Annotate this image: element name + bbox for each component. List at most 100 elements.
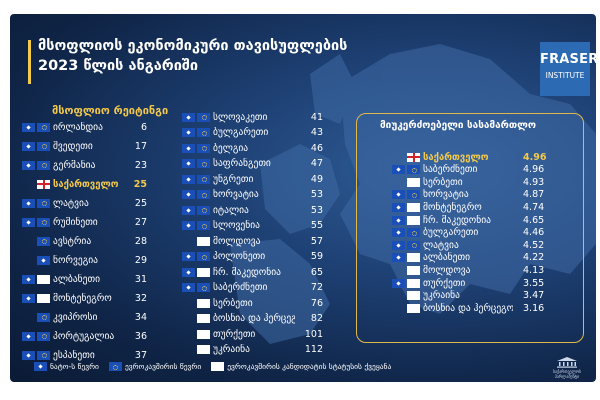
nato-flag-icon bbox=[22, 293, 35, 303]
flag-group bbox=[170, 143, 210, 153]
column1-row: შვედეთი 17 bbox=[10, 139, 147, 153]
country-name: ხორვატია bbox=[423, 189, 469, 201]
flag-group bbox=[10, 293, 50, 303]
eu-flag-icon bbox=[108, 362, 122, 371]
eu-flag-icon bbox=[407, 240, 420, 250]
nato-flag-icon bbox=[392, 165, 405, 175]
country-value: 41 bbox=[310, 111, 323, 123]
country-value: 28 bbox=[134, 235, 147, 247]
country-name: მოლდოვა bbox=[213, 235, 261, 247]
column1-row: ავსტრია 28 bbox=[10, 234, 147, 248]
flag-group bbox=[10, 255, 50, 265]
flag-group bbox=[376, 303, 420, 313]
country-name: ბოსნია და ჰერცეგოვინა bbox=[423, 302, 513, 314]
country-name: პოლონეთი bbox=[213, 251, 266, 262]
column2-row: ბოსნია და ჰერცეგოვინა 82 bbox=[170, 312, 323, 326]
country-value: 47 bbox=[310, 158, 323, 169]
flag-group bbox=[376, 278, 420, 288]
column2-row: თურქეთი 101 bbox=[170, 327, 323, 341]
column2-row: ხორვატია 53 bbox=[170, 188, 323, 202]
country-value: 4.93 bbox=[523, 176, 545, 188]
nato-flag-icon bbox=[182, 143, 195, 153]
nato-flag-icon bbox=[182, 174, 195, 184]
country-name: პორტუგალია bbox=[53, 330, 115, 342]
column1-row: საქართველო 25 bbox=[10, 177, 147, 191]
judicial-panel-frame bbox=[356, 113, 584, 343]
parliament-caption: საქართველოს პარლამენტი bbox=[552, 369, 582, 379]
flag-group bbox=[10, 331, 50, 341]
country-value: 76 bbox=[310, 297, 323, 309]
eu-flag-icon bbox=[37, 198, 50, 208]
nato-flag-icon bbox=[22, 217, 35, 227]
country-value: 25 bbox=[133, 178, 147, 190]
country-value: 4.22 bbox=[523, 252, 545, 264]
flag-group bbox=[10, 312, 50, 322]
country-value: 4.65 bbox=[523, 214, 545, 226]
country-value: 4.46 bbox=[523, 227, 545, 239]
candidate-flag-icon bbox=[197, 267, 210, 277]
flag-group bbox=[170, 345, 210, 354]
country-name: სლოვაკეთი bbox=[213, 111, 268, 123]
country-value: 37 bbox=[134, 349, 147, 361]
nato-flag-icon bbox=[182, 190, 195, 199]
flag-group bbox=[376, 265, 420, 275]
flag-group bbox=[170, 128, 210, 137]
judicial-row: საქართველო 4.96 bbox=[376, 150, 565, 164]
flag-group bbox=[376, 202, 420, 212]
judicial-row: სერბეთი 4.93 bbox=[376, 175, 565, 189]
country-name: ალბანეთი bbox=[423, 252, 470, 264]
judicial-row: ბულგარეთი 4.46 bbox=[376, 226, 565, 240]
country-value: 6 bbox=[140, 121, 147, 133]
country-value: 65 bbox=[310, 266, 323, 278]
nato-flag-icon bbox=[182, 252, 195, 261]
eu-flag-icon bbox=[197, 174, 210, 184]
candidate-flag-icon bbox=[407, 202, 420, 212]
column1-row: ირლანდია 6 bbox=[10, 120, 147, 134]
column1-row: რუმინეთი 27 bbox=[10, 215, 147, 229]
eu-flag-icon bbox=[197, 128, 210, 137]
nato-flag-icon bbox=[392, 253, 405, 263]
flag-group bbox=[170, 236, 210, 246]
nato-flag-icon bbox=[22, 198, 35, 208]
logo-subtitle: INSTITUTE bbox=[545, 71, 585, 80]
flag-group bbox=[170, 298, 210, 308]
column1-row: გერმანია 23 bbox=[10, 158, 147, 172]
country-name: გერმანია bbox=[53, 159, 96, 171]
judicial-row: მოლდოვა 4.13 bbox=[376, 263, 565, 277]
flag-group bbox=[376, 177, 420, 187]
column2-row: ჩრ. მაკედონია 65 bbox=[170, 265, 323, 279]
nato-flag-icon bbox=[182, 159, 195, 168]
country-name: საბერძნეთი bbox=[213, 282, 268, 293]
flag-group bbox=[376, 190, 420, 200]
eu-flag-icon bbox=[197, 190, 210, 199]
eu-flag-icon bbox=[197, 159, 210, 168]
nato-flag-icon bbox=[22, 141, 35, 151]
flag-group bbox=[170, 252, 210, 261]
parliament-logo: საქართველოს პარლამენტი bbox=[550, 356, 584, 379]
flag-group bbox=[10, 160, 50, 170]
country-name: მონტენეგრო bbox=[53, 292, 112, 304]
country-value: 43 bbox=[310, 127, 323, 138]
country-name: თურქეთი bbox=[213, 328, 256, 340]
country-value: 4.96 bbox=[523, 151, 547, 163]
country-value: 55 bbox=[310, 220, 323, 231]
flag-group bbox=[170, 283, 210, 292]
country-name: ესპანეთი bbox=[53, 349, 95, 361]
country-name: ნორვეგია bbox=[53, 254, 98, 266]
nato-flag-icon bbox=[392, 228, 405, 238]
eu-flag-icon bbox=[407, 190, 420, 200]
eu-flag-icon bbox=[37, 331, 50, 341]
column1-row: მონტენეგრო 32 bbox=[10, 291, 147, 305]
candidate-flag-icon bbox=[197, 329, 210, 339]
flag-group bbox=[376, 253, 420, 263]
country-name: უკრაინა bbox=[213, 344, 250, 355]
flag-group bbox=[10, 217, 50, 227]
legend-nato: ნატო-ს წევრი bbox=[50, 362, 99, 371]
candidate-flag-icon bbox=[211, 362, 225, 371]
country-name: სერბეთი bbox=[423, 176, 463, 188]
column2-row: უკრაინა 112 bbox=[170, 343, 323, 357]
nato-flag-icon bbox=[37, 255, 50, 265]
eu-flag-icon bbox=[37, 141, 50, 151]
country-name: საქართველო bbox=[423, 151, 489, 163]
judicial-row: უკრაინა 3.47 bbox=[376, 289, 565, 303]
